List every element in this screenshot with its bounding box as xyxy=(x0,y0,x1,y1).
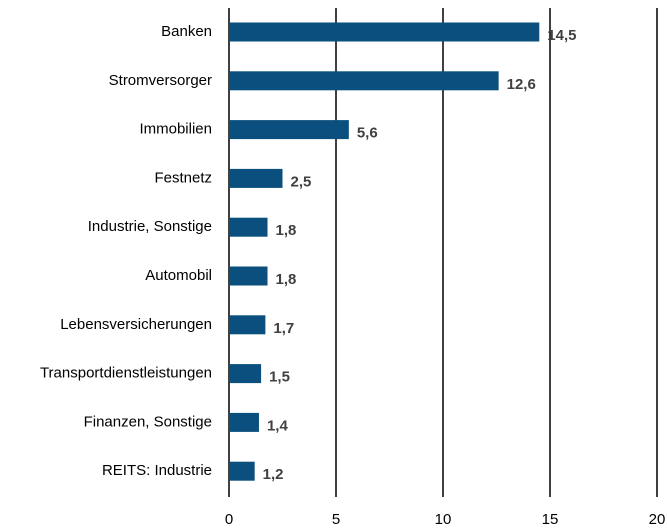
bar xyxy=(229,315,266,335)
value-label: 1,8 xyxy=(276,222,297,239)
y-tick-label: Automobil xyxy=(145,267,212,284)
y-tick-label: Stromversorger xyxy=(109,72,212,89)
y-tick-label: REITS: Industrie xyxy=(102,462,212,479)
y-tick-label: Finanzen, Sonstige xyxy=(84,413,212,430)
x-tick-label: 10 xyxy=(435,511,452,528)
bar xyxy=(229,168,283,188)
bar xyxy=(229,217,268,237)
bar xyxy=(229,412,259,432)
x-tick-label: 15 xyxy=(542,511,559,528)
bar xyxy=(229,266,268,286)
y-tick-label: Immobilien xyxy=(139,121,212,138)
value-label: 1,7 xyxy=(273,320,294,337)
x-tick-label: 5 xyxy=(332,511,340,528)
value-label: 1,5 xyxy=(269,369,290,386)
value-label: 14,5 xyxy=(547,27,576,44)
bar xyxy=(229,71,499,91)
y-tick-label: Festnetz xyxy=(154,169,212,186)
value-label: 1,2 xyxy=(263,466,284,483)
value-label: 5,6 xyxy=(357,125,378,142)
y-tick-label: Transportdienstleistungen xyxy=(40,365,212,382)
bar xyxy=(229,22,540,42)
x-tick-label: 20 xyxy=(649,511,666,528)
value-label: 1,8 xyxy=(276,271,297,288)
y-tick-label: Banken xyxy=(161,23,212,40)
y-tick-label: Industrie, Sonstige xyxy=(88,218,212,235)
value-label: 12,6 xyxy=(507,76,536,93)
x-tick-label: 0 xyxy=(225,511,233,528)
y-tick-label: Lebensversicherungen xyxy=(60,316,212,333)
bar xyxy=(229,461,255,481)
bar xyxy=(229,364,262,384)
bar xyxy=(229,120,349,140)
value-label: 1,4 xyxy=(267,417,289,434)
value-label: 2,5 xyxy=(291,173,312,190)
